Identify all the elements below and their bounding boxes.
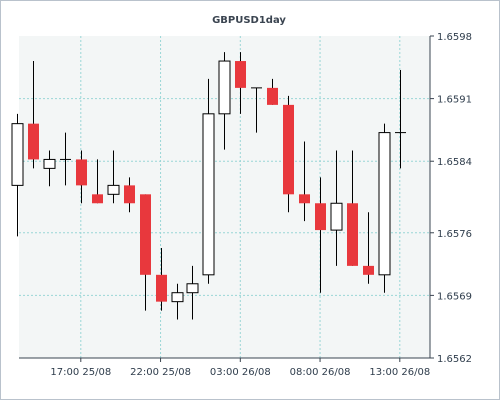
candle-body (107, 184, 120, 195)
candle-bullish (251, 87, 262, 133)
candle-bearish (283, 95, 294, 213)
candle-body (92, 194, 103, 204)
candle-bearish (156, 247, 167, 311)
candle-body (186, 283, 199, 294)
x-tick-label: 03:00 26/08 (210, 367, 271, 378)
candle-body (140, 194, 151, 275)
candle-bullish (11, 113, 24, 237)
y-tick-label: 1.6562 (437, 354, 472, 365)
candles (11, 52, 406, 320)
candle-bullish (43, 150, 56, 187)
chart-title: GBPUSD1day (212, 15, 286, 26)
candle-bearish (363, 212, 374, 284)
candle-bearish (28, 61, 39, 169)
candle-body (299, 194, 310, 204)
candle-body (76, 159, 87, 186)
x-tick-label: 17:00 25/08 (50, 367, 111, 378)
y-tick-label: 1.6584 (437, 157, 472, 168)
candle-bullish (107, 150, 120, 204)
candle-bearish (235, 52, 246, 114)
candle-bullish (395, 69, 406, 169)
candle-body (156, 274, 167, 302)
candle-bearish (299, 141, 310, 222)
candle-body (235, 61, 246, 88)
x-tick-label: 13:00 26/08 (369, 367, 430, 378)
candle-body (43, 158, 56, 169)
y-tick-label: 1.6569 (437, 291, 472, 302)
y-tick-label: 1.6576 (437, 229, 472, 240)
candle-bullish (171, 283, 184, 320)
x-tick-label: 22:00 25/08 (130, 367, 191, 378)
candle-body (363, 265, 374, 275)
candle-body (267, 87, 278, 105)
axes: 1.6598 1.6591 1.6584 1.6576 1.6569 1.6562 17:0… (19, 32, 472, 378)
candle-body (28, 123, 39, 160)
candle-bullish (60, 132, 71, 186)
y-tick-label: 1.6598 (437, 32, 472, 43)
candle-body (347, 203, 358, 266)
candle-bearish (92, 159, 103, 204)
candle-body (202, 113, 215, 276)
candle-body (330, 202, 343, 231)
grid-lines (19, 36, 430, 358)
candle-bullish (186, 265, 199, 320)
candle-body (218, 60, 231, 115)
candle-bullish (378, 123, 391, 293)
x-tick-label: 08:00 26/08 (290, 367, 351, 378)
candle-bearish (140, 194, 151, 311)
candle-bearish (315, 177, 326, 293)
candle-body (378, 132, 391, 276)
candle-body (171, 292, 184, 303)
candle-bearish (76, 150, 87, 204)
candle-body (124, 185, 135, 204)
candle-body (283, 104, 294, 195)
y-tick-label: 1.6591 (437, 95, 472, 106)
candle-bearish (267, 78, 278, 105)
candle-bullish (218, 52, 231, 150)
candle-bearish (124, 177, 135, 213)
candle-body (11, 123, 24, 186)
candle-bullish (202, 78, 215, 284)
candle-bullish (330, 150, 343, 266)
candle-body (315, 203, 326, 231)
candle-bearish (347, 150, 358, 266)
